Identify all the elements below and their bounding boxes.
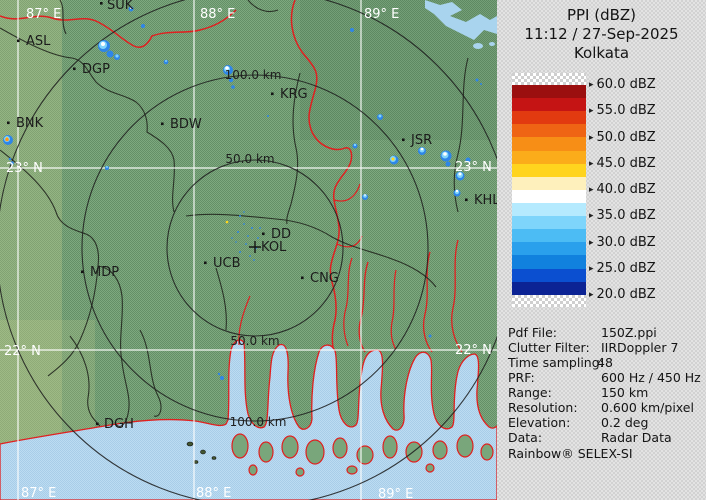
district-borders — [0, 0, 469, 427]
city-label-JSR: JSR — [410, 133, 432, 148]
radar-map-canvas: 100.0 km 50.0 km 50.0 km 100.0 km 87° E … — [0, 0, 514, 500]
tick-arrow-icon: ▸ — [589, 237, 594, 248]
colorbar-band — [512, 216, 586, 230]
dbz-scale-label: ▸ 25.0 dBZ — [589, 260, 656, 276]
radar-center-cross-icon — [249, 241, 261, 253]
city-label-ASL: ASL — [26, 34, 51, 49]
ring-label-50-bottom: 50.0 km — [230, 334, 279, 348]
colorbar-band — [512, 150, 586, 164]
lat-label-22-left: 22° N — [4, 344, 41, 359]
info-panel: PPI (dBZ) 11:12 / 27-Sep-2025 Kolkata ▸ 6 — [497, 0, 706, 500]
latlon-grid — [0, 0, 497, 500]
city-label-DGH: DGH — [104, 417, 134, 432]
product-datetime: 11:12 / 27-Sep-2025 — [524, 25, 679, 43]
radar-echoes — [3, 6, 482, 380]
city-label-BDW: BDW — [170, 117, 202, 132]
land-west-tint — [0, 0, 62, 500]
dbz-scale-label: ▸ 30.0 dBZ — [589, 234, 656, 250]
meta-row-pdf-file: Pdf File: 150Z.ppi — [508, 325, 657, 340]
ground-clutter-specks — [231, 211, 261, 261]
lon-label-89-top: 89° E — [364, 7, 399, 22]
city-label-BNK: BNK — [16, 116, 44, 131]
lon-label-89-bottom: 89° E — [378, 487, 413, 500]
station-name: Kolkata — [573, 44, 630, 62]
tick-arrow-icon: ▸ — [589, 106, 594, 116]
city-label-UCB: UCB — [213, 256, 241, 271]
tick-arrow-icon: ▸ — [589, 185, 594, 195]
meta-row-elevation: Elevation: 0.2 deg — [508, 415, 649, 430]
software-branding: Rainbow® SELEX-SI — [508, 446, 633, 461]
meta-row-time-sampling: Time sampling: 48 — [508, 355, 613, 370]
colorbar-band — [512, 124, 586, 138]
colorbar-band — [512, 111, 586, 125]
city-label-SUK: SUK — [107, 0, 134, 13]
lon-label-87-top: 87° E — [26, 7, 61, 22]
colorbar-band — [512, 202, 586, 217]
padma-river — [425, 0, 497, 49]
colorbar-band — [512, 189, 586, 203]
city-label-DD: DD — [271, 227, 291, 242]
city-label-MDP: MDP — [90, 265, 119, 280]
dbz-scale-label: ▸ 45.0 dBZ — [589, 155, 656, 171]
city-label-KHL: KHL — [474, 193, 497, 208]
radar-map-display: 100.0 km 50.0 km 50.0 km 100.0 km 87° E … — [0, 0, 514, 500]
sea-and-delta — [0, 339, 498, 500]
ring-label-100-bottom: 100.0 km — [230, 415, 287, 429]
ring-label-100-top: 100.0 km — [225, 68, 282, 82]
city-label-CNG: CNG — [310, 271, 339, 286]
tick-arrow-icon: ▸ — [589, 211, 594, 222]
colorbar-band — [512, 229, 586, 243]
dbz-scale-label: ▸ 40.0 dBZ — [589, 182, 656, 197]
meta-row-range: Range: 150 km — [508, 385, 649, 400]
small-islets — [186, 441, 217, 464]
colorbar-band — [512, 242, 586, 256]
meta-row-resolution: Resolution: 0.600 km/pixel — [508, 400, 694, 415]
lon-label-88-bottom: 88° E — [196, 486, 231, 500]
colorbar-band — [512, 255, 586, 269]
meta-row-clutter-filter: Clutter Filter: IIRDoppler 7 — [508, 340, 679, 355]
tick-arrow-icon: ▸ — [589, 158, 594, 169]
tick-arrow-icon: ▸ — [589, 132, 594, 143]
city-label-KRG: KRG — [280, 87, 308, 102]
lat-label-22-right: 22° N — [455, 343, 492, 358]
lon-label-87-bottom: 87° E — [21, 486, 56, 500]
colorbar-overflow-bottom — [512, 294, 586, 307]
colorbar-band — [512, 163, 586, 177]
radar-site-label-KOL: KOL — [261, 240, 287, 255]
dbz-scale-label: ▸ 55.0 dBZ — [589, 103, 656, 118]
tick-arrow-icon: ▸ — [589, 290, 594, 300]
colorbar-band — [512, 85, 586, 99]
meta-row-prf: PRF: 600 Hz / 450 Hz — [508, 370, 701, 385]
tick-arrow-icon: ▸ — [589, 263, 594, 274]
meta-row-data: Data: Radar Data — [508, 430, 672, 445]
colorbar-band — [512, 281, 586, 295]
dbz-scale-label: ▸ 20.0 dBZ — [589, 287, 656, 302]
city-label-DGP: DGP — [82, 62, 110, 77]
dbz-scale-label: ▸ 35.0 dBZ — [589, 208, 656, 224]
ring-label-50-top: 50.0 km — [225, 152, 274, 166]
tick-arrow-icon: ▸ — [589, 80, 594, 90]
colorbar-band — [512, 176, 586, 190]
colorbar-band — [512, 137, 586, 151]
lon-label-88-top: 88° E — [200, 7, 235, 22]
dbz-colorbar — [512, 73, 586, 307]
lat-label-23-right: 23° N — [455, 160, 492, 175]
colorbar-overflow-top — [512, 73, 586, 85]
dbz-scale-label: ▸ 50.0 dBZ — [589, 129, 656, 145]
dbz-scale-label: ▸ 60.0 dBZ — [589, 77, 656, 92]
lat-label-23-left: 23° N — [6, 161, 43, 176]
colorbar-band — [512, 98, 586, 112]
city-markers — [7, 2, 468, 426]
colorbar-band — [512, 268, 586, 282]
product-title: PPI (dBZ) — [566, 6, 637, 24]
